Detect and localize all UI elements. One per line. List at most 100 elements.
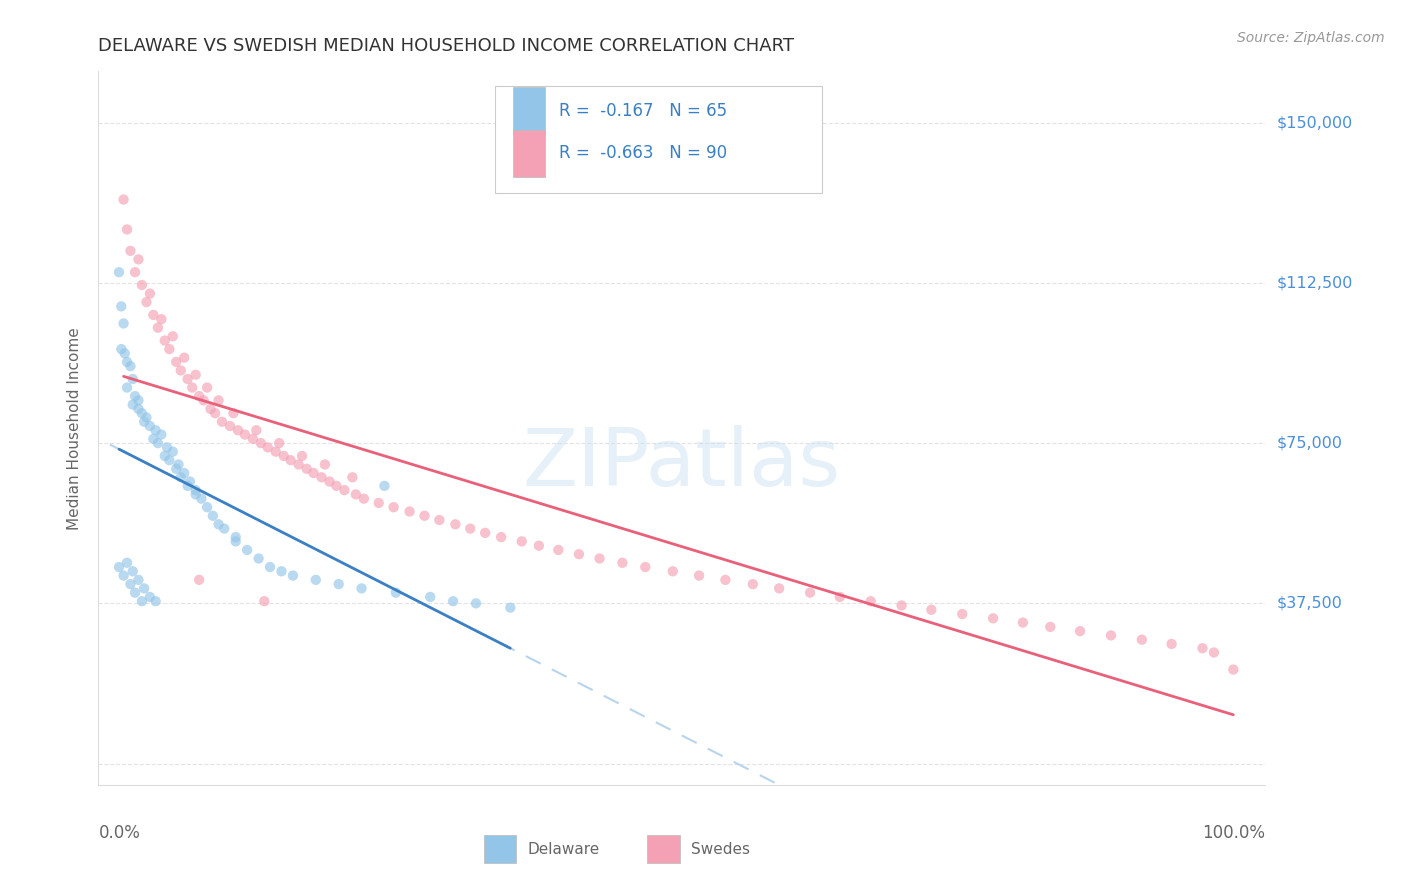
Point xyxy=(714,573,737,587)
Point xyxy=(474,525,496,540)
Point xyxy=(385,585,408,599)
Point xyxy=(890,599,912,613)
Point xyxy=(121,372,143,386)
Point xyxy=(150,312,173,326)
Point xyxy=(768,582,790,596)
Point xyxy=(1160,637,1182,651)
Point xyxy=(114,346,136,360)
Point xyxy=(281,568,304,582)
Text: Delaware: Delaware xyxy=(527,842,600,856)
Y-axis label: Median Household Income: Median Household Income xyxy=(67,326,83,530)
Point xyxy=(214,522,236,536)
Point xyxy=(173,466,195,480)
Point xyxy=(110,299,132,313)
Point xyxy=(305,573,328,587)
Text: R =  -0.663   N = 90: R = -0.663 N = 90 xyxy=(560,145,727,162)
Point xyxy=(173,351,195,365)
Point xyxy=(353,491,375,506)
Point xyxy=(142,432,165,446)
Point xyxy=(1069,624,1091,639)
Point xyxy=(413,508,436,523)
Point xyxy=(333,483,356,497)
Point xyxy=(112,193,135,207)
Point xyxy=(568,547,591,561)
Point xyxy=(325,479,347,493)
Point xyxy=(162,444,184,458)
Point xyxy=(612,556,634,570)
Point xyxy=(184,483,207,497)
Point xyxy=(195,500,218,515)
Point xyxy=(200,401,222,416)
Point xyxy=(245,423,267,437)
Bar xyxy=(513,130,546,177)
Point xyxy=(108,265,131,279)
Point xyxy=(153,334,176,348)
Point xyxy=(342,470,364,484)
Point xyxy=(225,534,247,549)
Point xyxy=(179,475,201,489)
Point xyxy=(170,363,193,377)
Point xyxy=(264,444,287,458)
Text: $75,000: $75,000 xyxy=(1277,435,1343,450)
Point xyxy=(193,393,215,408)
Point xyxy=(184,487,207,501)
Point xyxy=(444,517,467,532)
Point xyxy=(367,496,389,510)
Text: $150,000: $150,000 xyxy=(1277,115,1353,130)
Point xyxy=(176,372,198,386)
Point xyxy=(134,415,156,429)
Point xyxy=(124,389,146,403)
Point xyxy=(153,449,176,463)
Point xyxy=(115,355,138,369)
Point xyxy=(139,590,162,604)
Point xyxy=(242,432,264,446)
Point xyxy=(121,398,143,412)
Point xyxy=(157,453,180,467)
Bar xyxy=(495,86,823,193)
Point xyxy=(134,582,156,596)
Point xyxy=(741,577,763,591)
Point xyxy=(382,500,405,515)
Bar xyxy=(484,835,516,863)
Point xyxy=(124,265,146,279)
Point xyxy=(233,427,256,442)
Point xyxy=(291,449,314,463)
Point xyxy=(427,513,450,527)
Point xyxy=(165,355,187,369)
Point xyxy=(170,470,193,484)
Point xyxy=(1011,615,1033,630)
Point xyxy=(127,393,149,408)
Point xyxy=(139,419,162,434)
Point xyxy=(112,317,135,331)
Point xyxy=(253,594,276,608)
Point xyxy=(1039,620,1062,634)
Point xyxy=(661,564,683,578)
Point xyxy=(373,479,395,493)
Point xyxy=(950,607,973,621)
Point xyxy=(270,564,292,578)
Text: Source: ZipAtlas.com: Source: ZipAtlas.com xyxy=(1237,31,1385,45)
Point xyxy=(328,577,350,591)
Point xyxy=(115,380,138,394)
Point xyxy=(120,244,142,258)
Point xyxy=(127,573,149,587)
Point xyxy=(184,368,207,382)
Point xyxy=(120,577,142,591)
Point xyxy=(112,568,135,582)
Point xyxy=(295,462,318,476)
Text: $112,500: $112,500 xyxy=(1277,276,1353,291)
Point xyxy=(146,320,169,334)
Point xyxy=(121,564,143,578)
Point xyxy=(135,295,157,310)
Point xyxy=(920,603,942,617)
Point xyxy=(127,252,149,267)
Point xyxy=(280,453,302,467)
Point xyxy=(139,286,162,301)
Point xyxy=(318,475,340,489)
Point xyxy=(465,596,488,610)
Point xyxy=(162,329,184,343)
Point xyxy=(176,479,198,493)
Text: ZIPatlas: ZIPatlas xyxy=(523,425,841,503)
Point xyxy=(165,462,187,476)
Point xyxy=(1222,663,1244,677)
